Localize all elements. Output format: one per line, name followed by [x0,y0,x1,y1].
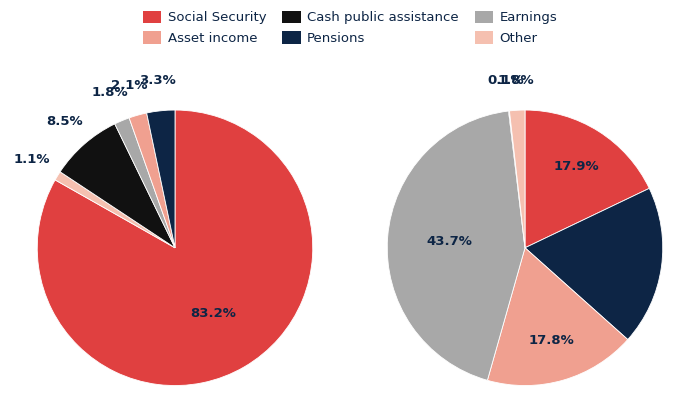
Wedge shape [146,110,175,248]
Text: 1.8%: 1.8% [497,74,534,87]
Text: 2.1%: 2.1% [111,79,148,92]
Wedge shape [510,110,525,248]
Wedge shape [37,110,313,386]
Wedge shape [525,188,663,339]
Text: 1.8%: 1.8% [92,86,129,99]
Text: 3.3%: 3.3% [139,74,176,87]
Text: 17.9%: 17.9% [554,160,599,173]
Wedge shape [115,118,175,248]
Wedge shape [487,248,628,386]
Wedge shape [60,124,175,248]
Legend: Social Security, Asset income, Cash public assistance, Pensions, Earnings, Other: Social Security, Asset income, Cash publ… [139,7,561,49]
Text: 1.1%: 1.1% [13,153,50,166]
Wedge shape [525,110,650,248]
Wedge shape [130,113,175,248]
Text: 8.5%: 8.5% [46,115,83,128]
Text: 43.7%: 43.7% [426,235,473,248]
Text: 17.8%: 17.8% [529,334,575,347]
Wedge shape [55,172,175,248]
Text: 83.2%: 83.2% [190,307,236,320]
Text: 18.7%: 18.7% [598,255,643,268]
Text: 0.1%: 0.1% [487,74,524,87]
Wedge shape [509,111,525,248]
Wedge shape [387,111,525,381]
